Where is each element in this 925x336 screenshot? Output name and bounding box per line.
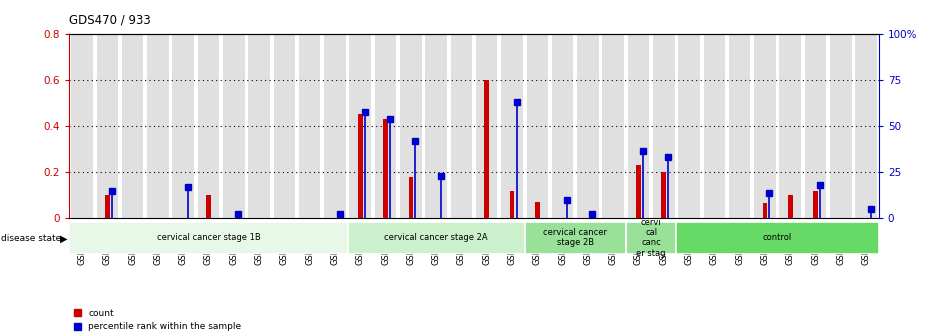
Text: cervical cancer stage 1B: cervical cancer stage 1B [156,233,260,242]
Bar [805,34,826,218]
Bar [602,34,624,218]
Bar [628,34,649,218]
Text: disease state: disease state [1,234,61,243]
FancyBboxPatch shape [626,222,676,254]
Bar [105,195,109,218]
Bar [552,34,574,218]
Bar [535,202,539,218]
Bar [122,34,143,218]
Bar [409,177,413,218]
Bar [147,34,168,218]
Text: ▶: ▶ [60,234,68,244]
Bar [96,34,118,218]
Text: cervical cancer
stage 2B: cervical cancer stage 2B [543,228,607,247]
Bar [526,34,548,218]
Bar [780,34,801,218]
Bar [704,34,725,218]
Bar [788,195,793,218]
Bar [198,34,219,218]
Bar [383,119,388,218]
Bar [375,34,396,218]
Bar [636,165,641,218]
Bar [501,34,523,218]
Bar [485,80,489,218]
Bar [653,34,674,218]
Bar [813,191,818,218]
Text: GDS470 / 933: GDS470 / 933 [69,14,151,27]
Bar [358,115,363,218]
Bar [856,34,877,218]
Bar [754,34,776,218]
Bar [172,34,194,218]
Text: control: control [763,233,792,242]
Bar [350,34,371,218]
Bar [577,34,598,218]
Bar [206,195,211,218]
Bar [830,34,852,218]
Legend: count, percentile rank within the sample: count, percentile rank within the sample [74,309,241,332]
Bar [510,191,514,218]
Bar [248,34,270,218]
Bar [450,34,472,218]
Bar [401,34,422,218]
Bar [661,172,666,218]
FancyBboxPatch shape [348,222,524,254]
Bar [274,34,295,218]
Bar [678,34,700,218]
Bar [426,34,447,218]
Bar [71,34,92,218]
FancyBboxPatch shape [69,222,348,254]
Bar [299,34,320,218]
Text: cervi
cal
canc
er stag: cervi cal canc er stag [636,218,666,258]
FancyBboxPatch shape [676,222,879,254]
Bar [223,34,244,218]
Bar [476,34,498,218]
Bar [762,203,767,218]
FancyBboxPatch shape [524,222,626,254]
Text: cervical cancer stage 2A: cervical cancer stage 2A [384,233,487,242]
Bar [729,34,750,218]
Bar [324,34,346,218]
